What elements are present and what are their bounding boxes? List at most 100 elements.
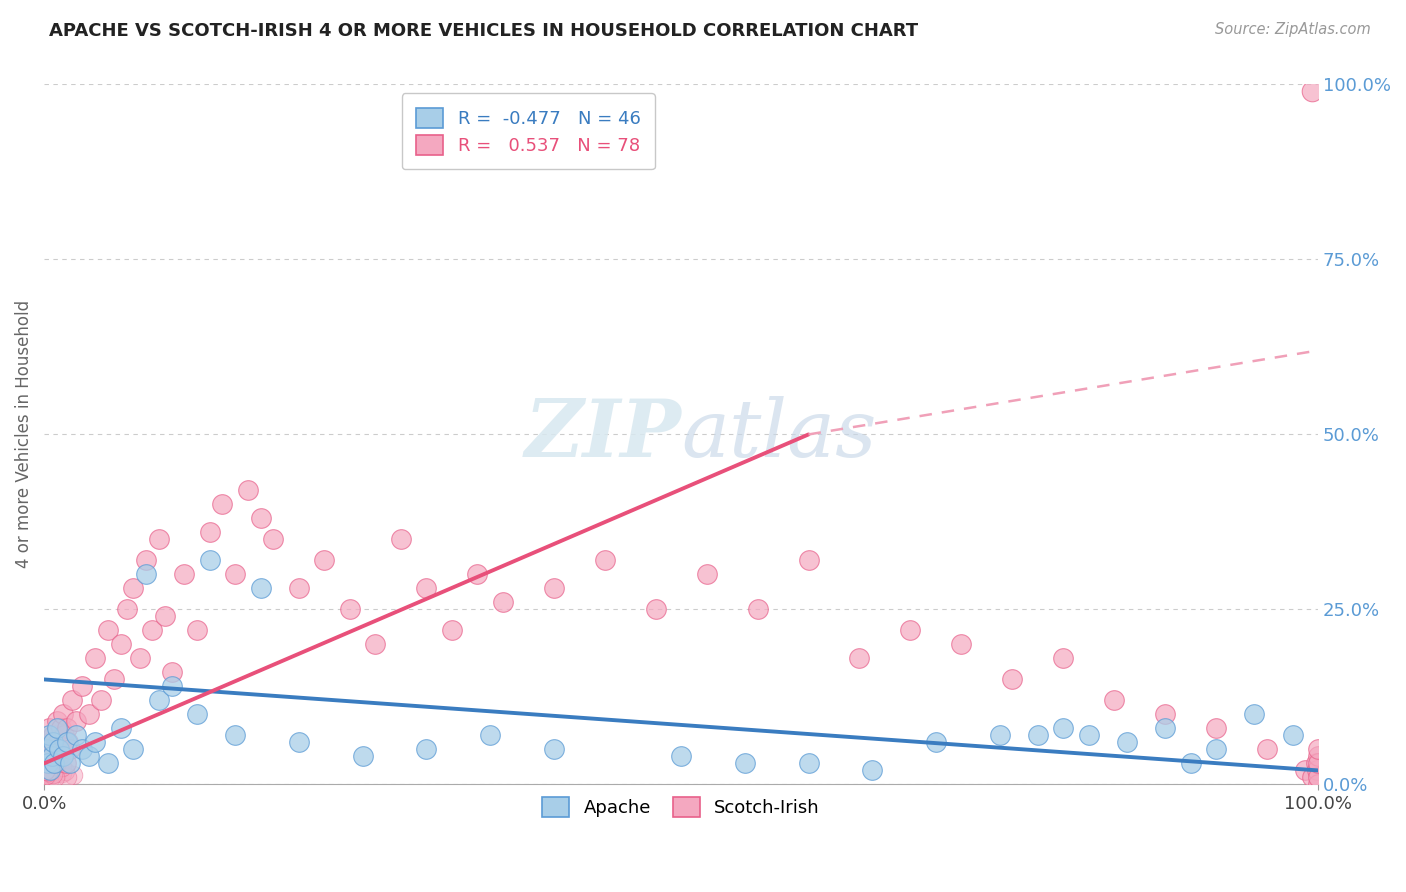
Point	[45, 758, 67, 772]
Point	[1256, 742, 1278, 756]
Point	[1180, 756, 1202, 771]
Point	[153, 609, 176, 624]
Point	[1052, 651, 1074, 665]
Point	[38, 765, 60, 780]
Point	[35, 742, 58, 756]
Point	[38, 762, 60, 776]
Point	[41, 749, 63, 764]
Point	[35, 766, 58, 780]
Point	[45, 722, 67, 736]
Point	[52, 749, 75, 764]
Point	[38, 763, 60, 777]
Point	[1154, 707, 1177, 722]
Point	[925, 735, 948, 749]
Point	[62, 768, 84, 782]
Point	[1308, 756, 1330, 771]
Point	[39, 764, 62, 778]
Point	[44, 770, 66, 784]
Point	[97, 624, 120, 638]
Point	[55, 756, 77, 771]
Point	[198, 525, 221, 540]
Point	[1026, 728, 1049, 742]
Point	[122, 742, 145, 756]
Point	[543, 582, 565, 596]
Point	[53, 764, 76, 779]
Point	[56, 722, 79, 736]
Point	[44, 742, 66, 756]
Point	[37, 765, 59, 780]
Point	[593, 553, 616, 567]
Point	[77, 707, 100, 722]
Point	[249, 511, 271, 525]
Point	[60, 693, 83, 707]
Point	[135, 553, 157, 567]
Point	[173, 567, 195, 582]
Point	[42, 735, 65, 749]
Point	[35, 759, 58, 773]
Point	[186, 624, 208, 638]
Point	[415, 582, 437, 596]
Point	[186, 707, 208, 722]
Point	[236, 483, 259, 498]
Point	[34, 769, 56, 783]
Point	[160, 680, 183, 694]
Point	[141, 624, 163, 638]
Point	[42, 764, 65, 778]
Point	[1001, 673, 1024, 687]
Point	[1281, 728, 1303, 742]
Point	[440, 624, 463, 638]
Point	[1077, 728, 1099, 742]
Point	[543, 742, 565, 756]
Point	[135, 567, 157, 582]
Point	[51, 742, 73, 756]
Point	[339, 602, 361, 616]
Point	[734, 756, 756, 771]
Point	[58, 735, 80, 749]
Point	[148, 693, 170, 707]
Point	[1104, 693, 1126, 707]
Point	[72, 742, 94, 756]
Point	[747, 602, 769, 616]
Point	[122, 582, 145, 596]
Point	[696, 567, 718, 582]
Point	[900, 624, 922, 638]
Text: atlas: atlas	[681, 396, 876, 473]
Point	[103, 673, 125, 687]
Point	[41, 767, 63, 781]
Point	[56, 735, 79, 749]
Point	[1308, 771, 1330, 785]
Point	[148, 533, 170, 547]
Point	[389, 533, 412, 547]
Text: APACHE VS SCOTCH-IRISH 4 OR MORE VEHICLES IN HOUSEHOLD CORRELATION CHART: APACHE VS SCOTCH-IRISH 4 OR MORE VEHICLE…	[49, 22, 918, 40]
Point	[65, 714, 87, 729]
Point	[288, 735, 311, 749]
Legend: Apache, Scotch-Irish: Apache, Scotch-Irish	[536, 790, 827, 824]
Point	[465, 567, 488, 582]
Point	[1205, 722, 1227, 736]
Point	[46, 735, 69, 749]
Point	[45, 714, 67, 729]
Point	[160, 665, 183, 680]
Point	[1308, 777, 1330, 791]
Point	[53, 728, 76, 742]
Point	[52, 707, 75, 722]
Point	[1301, 771, 1323, 785]
Point	[1305, 756, 1327, 771]
Point	[1294, 764, 1316, 778]
Point	[48, 742, 70, 756]
Point	[1308, 749, 1330, 764]
Point	[44, 756, 66, 771]
Point	[38, 728, 60, 742]
Point	[860, 764, 883, 778]
Point	[34, 766, 56, 780]
Point	[38, 755, 60, 769]
Point	[211, 498, 233, 512]
Point	[848, 651, 870, 665]
Point	[97, 756, 120, 771]
Point	[352, 749, 374, 764]
Point	[34, 764, 56, 778]
Point	[35, 742, 58, 756]
Point	[58, 742, 80, 756]
Point	[35, 768, 58, 782]
Point	[39, 771, 62, 785]
